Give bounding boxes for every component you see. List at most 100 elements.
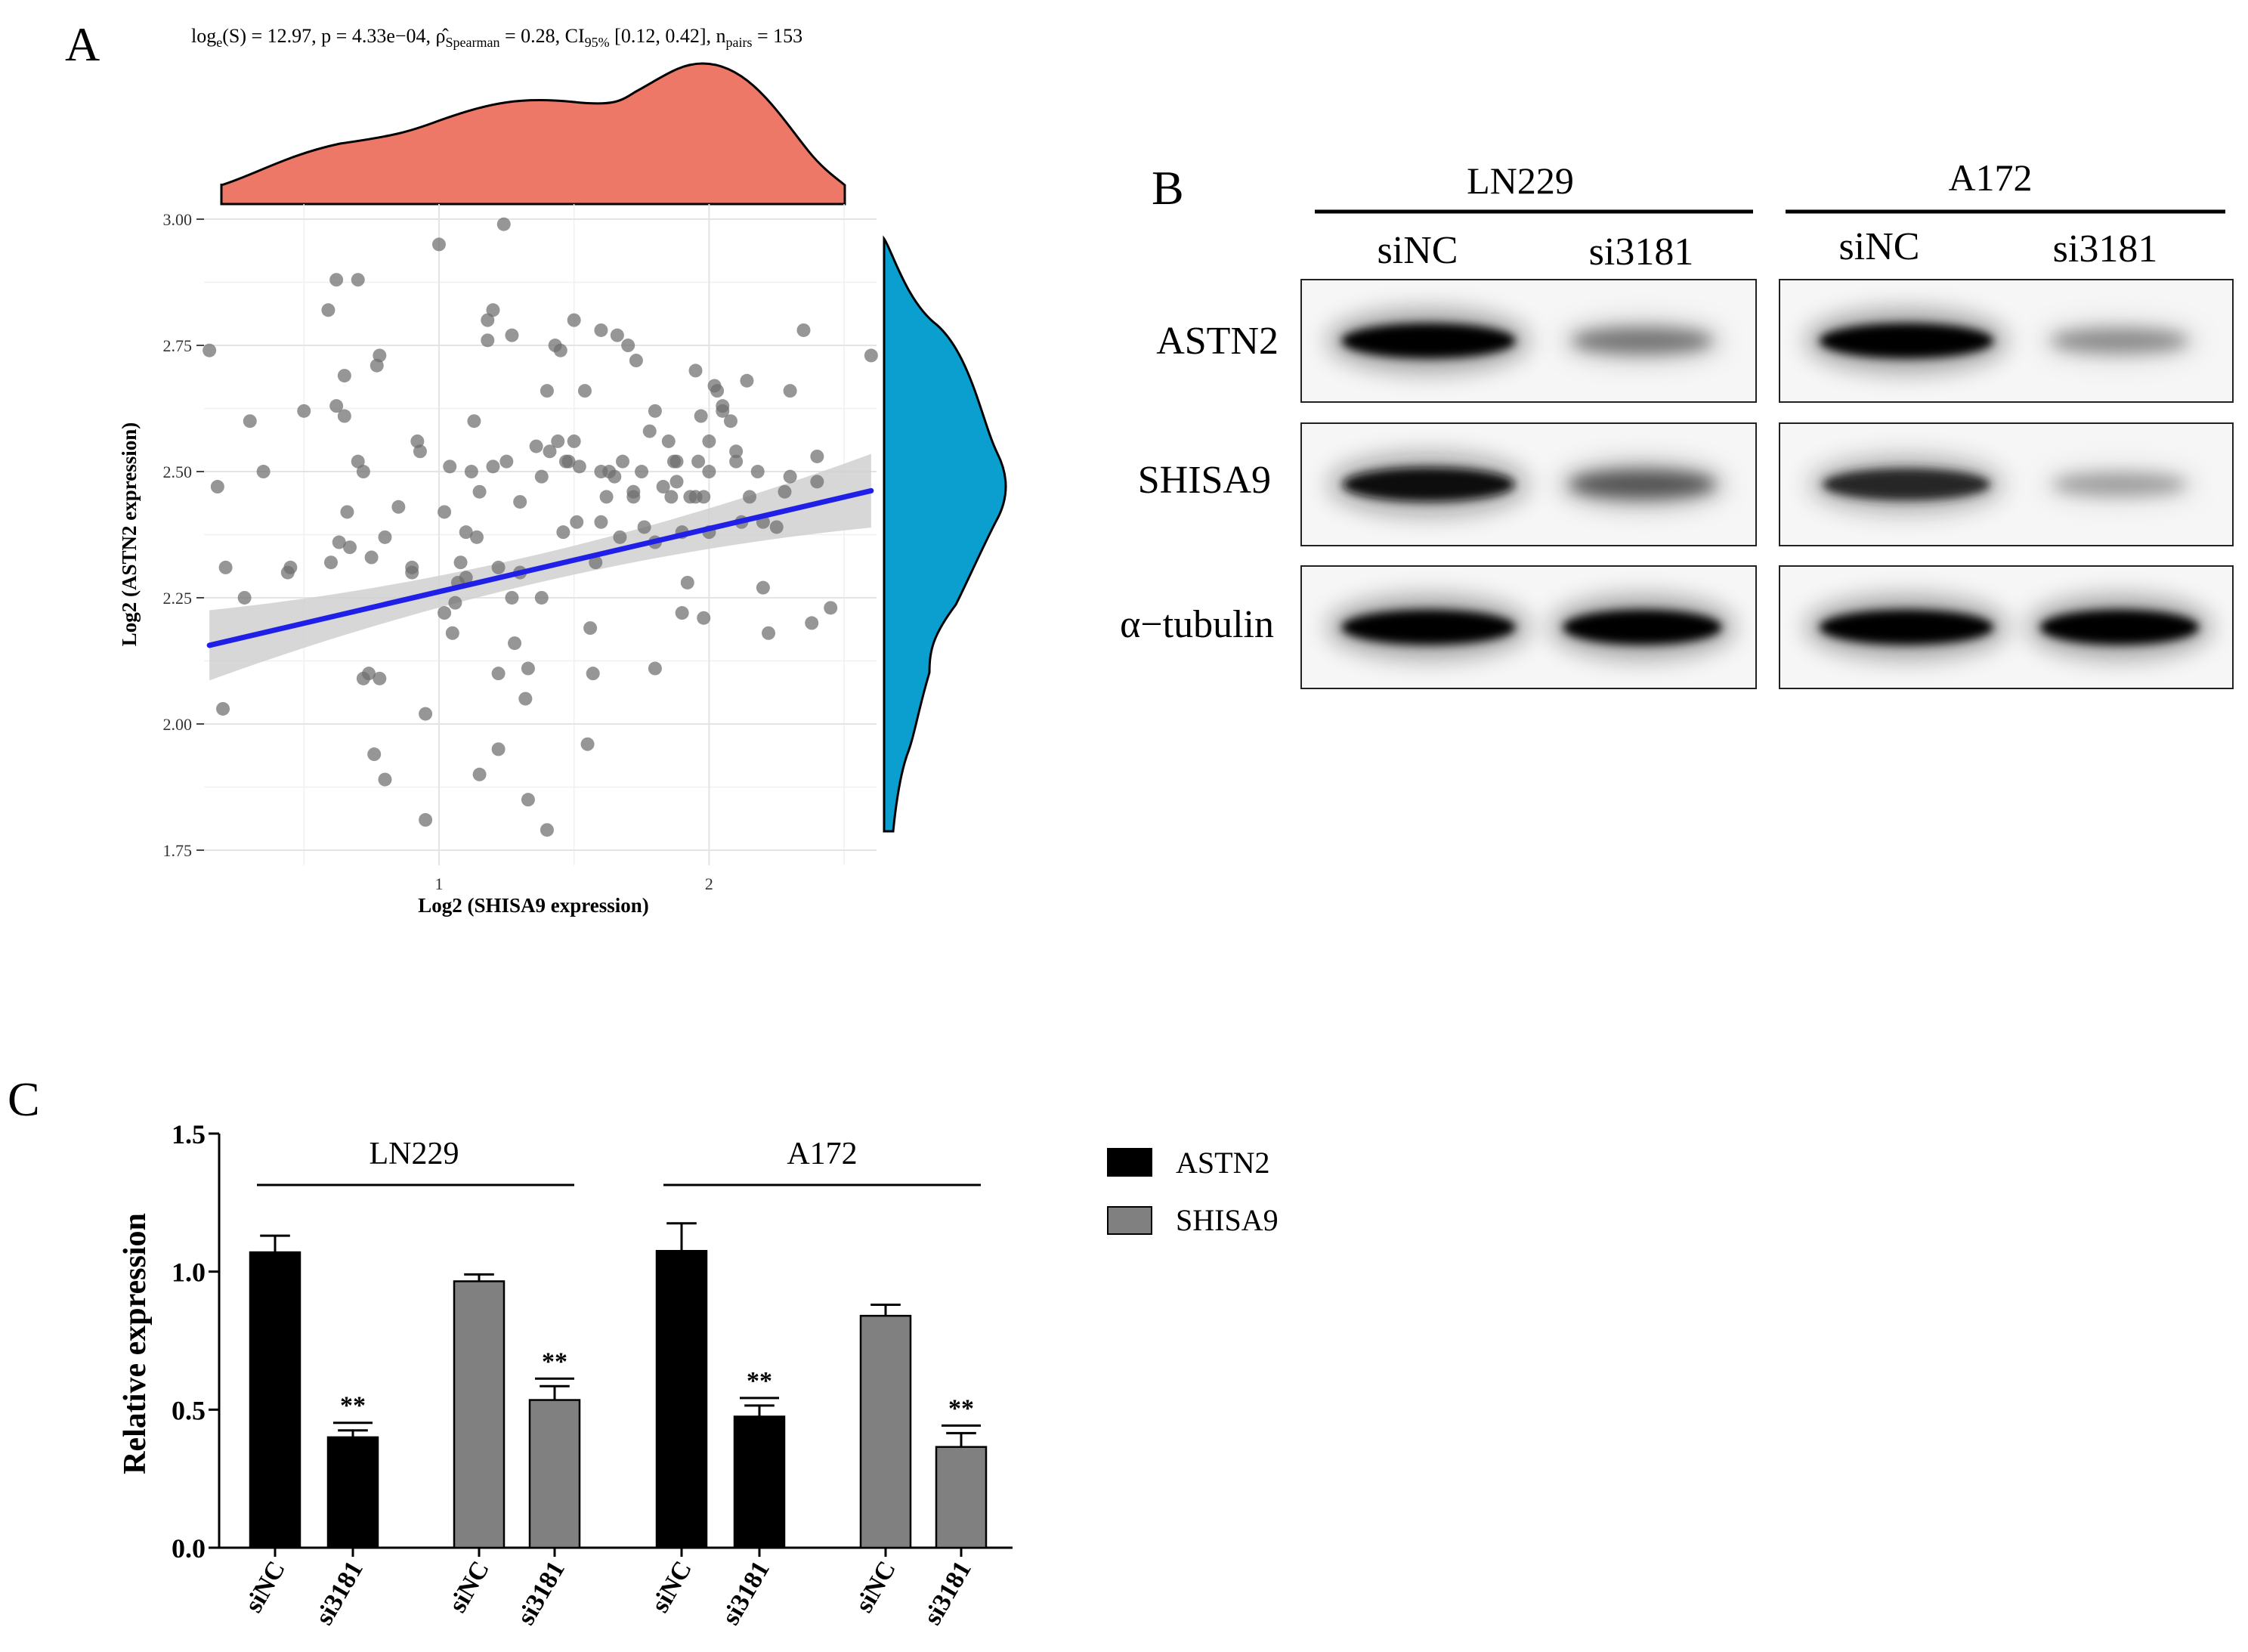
- scatter-point: [626, 490, 641, 504]
- scatter-point: [570, 515, 584, 529]
- scatter-point: [210, 480, 224, 494]
- scatter-point: [648, 661, 662, 676]
- scatter-point: [283, 560, 298, 574]
- scatter-point: [534, 590, 549, 605]
- bar-y-axis-title: Relative expression: [118, 1213, 153, 1474]
- scatter-point: [664, 490, 679, 504]
- scatter-point: [218, 560, 233, 574]
- blot-band: [1569, 470, 1715, 499]
- scatter-point: [608, 469, 622, 484]
- scatter-point: [740, 373, 754, 388]
- bar-group-a172: A172: [787, 1137, 857, 1171]
- scatter-point: [551, 434, 565, 448]
- scatter-point: [586, 667, 600, 681]
- blot-row-label: ASTN2: [1156, 320, 1279, 363]
- bar-y-tick-label: 1.5: [172, 1119, 206, 1149]
- scatter-point: [743, 490, 757, 504]
- blot-band: [1820, 610, 1993, 645]
- scatter-point: [373, 671, 387, 685]
- scatter-point: [756, 580, 770, 595]
- blot-row-label: SHISA9: [1138, 459, 1271, 502]
- scatter-point: [540, 823, 554, 837]
- blot-group-a172: A172: [1948, 156, 2032, 199]
- scatter-point: [464, 465, 478, 479]
- scatter-point: [332, 535, 346, 549]
- blot-band: [1341, 323, 1516, 358]
- legend-label-shisa9: SHISA9: [1176, 1203, 1279, 1237]
- scatter-point: [529, 439, 543, 453]
- scatter-point: [481, 313, 495, 327]
- y-tick-label: 3.00: [163, 210, 193, 229]
- scatter-point: [521, 661, 535, 676]
- western-blot: [1300, 279, 2234, 689]
- scatter-point: [438, 606, 452, 620]
- scatter-point: [697, 611, 711, 625]
- scatter-point: [558, 454, 573, 469]
- scatter-point: [343, 540, 357, 555]
- scatter-point: [486, 459, 500, 474]
- scatter-point: [356, 465, 370, 479]
- blot-band: [1563, 610, 1722, 645]
- blot-band: [2053, 474, 2186, 495]
- scatter-point: [580, 737, 595, 751]
- scatter-point: [762, 626, 776, 640]
- y-marginal-density: [883, 235, 1007, 833]
- scatter-point: [459, 571, 473, 585]
- scatter-point: [513, 495, 527, 509]
- scatter-point: [329, 273, 344, 287]
- panel-b-label: B: [1152, 161, 1184, 215]
- scatter-point: [594, 323, 608, 337]
- scatter-point: [337, 409, 351, 423]
- bar: [935, 1446, 988, 1549]
- scatter-point: [572, 459, 586, 474]
- scatter-point: [669, 454, 684, 469]
- blot-band: [2040, 610, 2199, 645]
- scatter-point: [413, 444, 427, 459]
- scatter-point: [448, 596, 462, 610]
- scatter-y-axis-title: Log2 (ASTN2 expression): [118, 422, 141, 647]
- scatter-point: [518, 691, 533, 706]
- scatter-point: [453, 555, 468, 570]
- legend-swatch-shisa9: [1107, 1206, 1152, 1235]
- lane-label: siNC: [1378, 229, 1458, 272]
- bar-chart: 0.0 0.5 1.0 1.5 siNC si3181 ** siNC si3181 ** siNC…: [172, 1119, 1013, 1630]
- scatter-point: [508, 636, 522, 651]
- legend-label-astn2: ASTN2: [1176, 1146, 1269, 1180]
- scatter-point: [505, 328, 519, 342]
- scatter-point: [391, 500, 406, 514]
- scatter-point: [340, 505, 354, 519]
- y-tick-label: 2.50: [163, 462, 193, 481]
- significance-marker: **: [542, 1347, 567, 1375]
- scatter-point: [459, 525, 473, 540]
- scatter-point: [599, 490, 614, 504]
- scatter-plot: 1 2 1.75 2.00 2.25 2.50 2.75 3.00: [163, 204, 878, 893]
- scatter-point: [637, 520, 651, 534]
- scatter-point: [470, 530, 484, 544]
- legend-swatch-astn2: [1107, 1148, 1152, 1177]
- scatter-point: [864, 348, 878, 363]
- scatter-point: [805, 616, 819, 630]
- bar-x-tick-label: siNC: [850, 1557, 901, 1618]
- scatter-point: [472, 767, 487, 781]
- scatter-point: [750, 465, 765, 479]
- significance-marker: **: [747, 1367, 772, 1395]
- x-tick-label: 2: [705, 874, 713, 893]
- bar-y-tick-label: 0.5: [172, 1395, 206, 1425]
- scatter-point: [616, 454, 630, 469]
- blot-row-label: α−tubulin: [1120, 603, 1274, 646]
- blot-band: [1342, 467, 1515, 502]
- scatter-point: [378, 530, 392, 544]
- scatter-point: [431, 237, 446, 252]
- bar-x-tick-label: siNC: [444, 1557, 495, 1618]
- scatter-point: [367, 747, 382, 762]
- bar-x-tick-label: si3181: [919, 1557, 977, 1630]
- y-tick-label: 2.00: [163, 715, 193, 734]
- scatter-point: [237, 590, 252, 605]
- scatter-point: [648, 404, 662, 418]
- scatter-point: [443, 459, 457, 474]
- scatter-point: [656, 480, 670, 494]
- scatter-point: [642, 424, 657, 438]
- scatter-point: [351, 454, 365, 469]
- bar: [326, 1436, 379, 1549]
- bar: [733, 1415, 786, 1549]
